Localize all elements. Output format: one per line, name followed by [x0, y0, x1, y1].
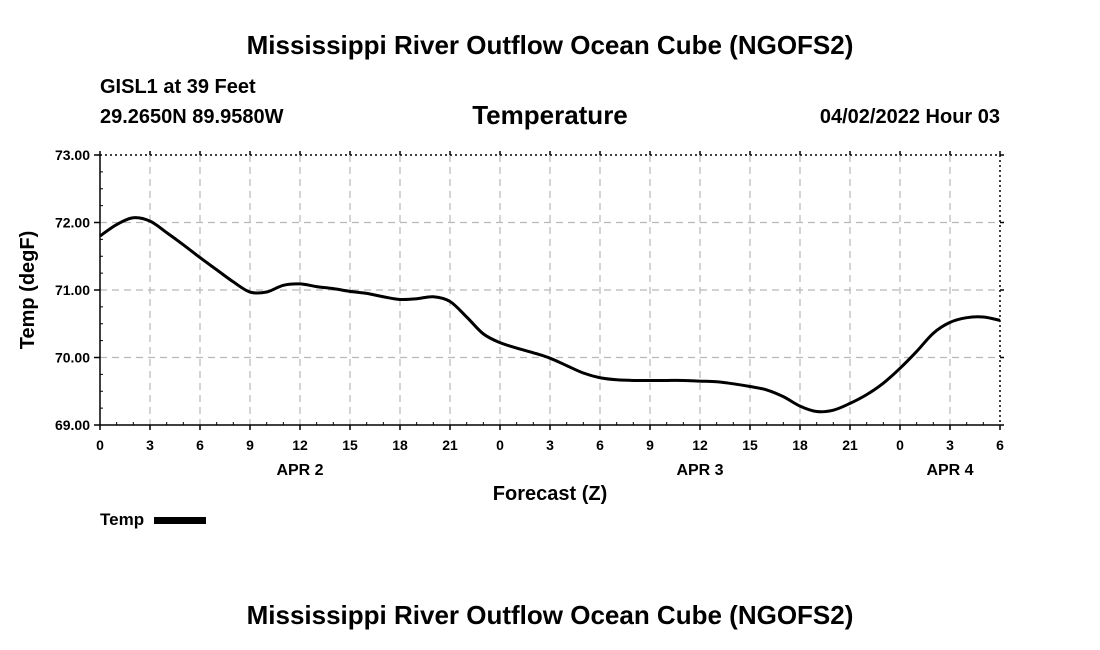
day-label: APR 3: [676, 462, 723, 479]
x-tick-label: 3: [546, 437, 554, 453]
station-label: GISL1 at 39 Feet: [100, 76, 256, 98]
legend-line-swatch: [154, 516, 207, 524]
x-tick-label: 0: [496, 437, 504, 453]
x-tick-label: 3: [946, 437, 954, 453]
forecast-datetime: 04/02/2022 Hour 03: [819, 106, 1000, 128]
x-tick-label: 0: [896, 437, 904, 453]
x-tick-label: 9: [646, 437, 654, 453]
x-tick-label: 0: [96, 437, 104, 453]
temp-series-line: [99, 216, 1001, 414]
grid-layer: [100, 155, 1000, 425]
legend: Temp: [100, 510, 207, 530]
x-tick-label: 21: [842, 437, 858, 453]
chart-subtitle: Temperature: [472, 100, 628, 130]
labels-layer: 0 3 6 9 12 15 18 21 0 3 6 9 12 15 18 21 0 3 6 APR 2 APR 3 APR…: [55, 147, 1004, 479]
y-tick-label: 69.00: [55, 417, 90, 433]
main-title: Mississippi River Outflow Ocean Cube (NG…: [246, 30, 854, 60]
x-tick-label: 6: [996, 437, 1004, 453]
x-tick-label: 15: [342, 437, 358, 453]
coordinates-label: 29.2650N 89.9580W: [100, 106, 284, 128]
x-tick-label: 12: [692, 437, 708, 453]
day-label: APR 2: [276, 462, 323, 479]
x-tick-label: 18: [392, 437, 408, 453]
x-tick-label: 12: [292, 437, 308, 453]
footer-title: Mississippi River Outflow Ocean Cube (NG…: [246, 600, 854, 630]
x-tick-label: 18: [792, 437, 808, 453]
x-tick-label: 21: [442, 437, 458, 453]
x-tick-label: 15: [742, 437, 758, 453]
x-tick-label: 3: [146, 437, 154, 453]
x-tick-label: 6: [596, 437, 604, 453]
day-label: APR 4: [926, 462, 973, 479]
y-axis-title: Temp (degF): [17, 231, 39, 350]
axes-layer: [94, 151, 1004, 430]
x-tick-label: 9: [246, 437, 254, 453]
x-axis-title: Forecast (Z): [493, 483, 607, 505]
y-tick-label: 71.00: [55, 282, 90, 298]
y-tick-label: 70.00: [55, 350, 90, 366]
y-tick-label: 73.00: [55, 147, 90, 163]
y-tick-label: 72.00: [55, 215, 90, 231]
series-layer: [99, 216, 1001, 414]
legend-label: Temp: [100, 510, 145, 529]
x-tick-label: 6: [196, 437, 204, 453]
